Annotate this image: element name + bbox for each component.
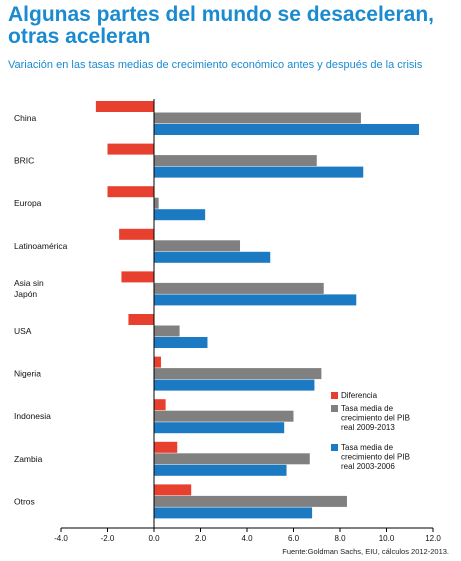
x-tick-label-2-0: -2.0: [101, 534, 115, 543]
bar-otros-tasa-media-de-crecimiento-del-pib-real-2: [154, 495, 347, 507]
bar-asia-sin-japon-diferencia: [121, 271, 154, 283]
category-label-europa: Europa: [14, 198, 42, 208]
category-label-usa: USA: [14, 326, 32, 336]
source-note: Fuente:Goldman Sachs, EIU, cálculos 2012…: [282, 547, 449, 556]
bar-indonesia-diferencia: [154, 399, 166, 411]
x-tick-label-0-0: 0.0: [148, 534, 160, 543]
legend-label-1: Diferencia: [341, 391, 378, 400]
bar-usa-tasa-media-de-crecimiento-del-pib-real-2: [154, 337, 208, 348]
bar-china-tasa-media-de-crecimiento-del-pib-real-2: [154, 124, 420, 135]
bar-nigeria-tasa-media-de-crecimiento-del-pib-real-2: [154, 379, 315, 391]
legend-swatch-2: [331, 405, 338, 412]
bar-nigeria-tasa-media-de-crecimiento-del-pib-real-2: [154, 368, 322, 380]
bar-europa-tasa-media-de-crecimiento-del-pib-real-2: [154, 197, 159, 209]
bar-bric-tasa-media-de-crecimiento-del-pib-real-2: [154, 166, 364, 178]
bar-china-tasa-media-de-crecimiento-del-pib-real-2: [154, 112, 361, 124]
category-label-bric: BRIC: [14, 156, 34, 166]
category-label-asia-sin-japon: Asia sin Japón: [14, 278, 44, 299]
x-tick-label-10-0: 10.0: [379, 534, 395, 543]
bar-europa-tasa-media-de-crecimiento-del-pib-real-2: [154, 209, 206, 221]
x-tick-label-4-0: -4.0: [54, 534, 68, 543]
chart-title: Algunas partes del mundo se desaceleran,…: [8, 3, 434, 48]
legend-label-2: Tasa media de crecimiento del PIB real 200…: [341, 404, 410, 432]
bar-asia-sin-japon-tasa-media-de-crecimiento-del-pib-real-2: [154, 282, 324, 294]
x-tick-label-12-0: 12.0: [425, 534, 441, 543]
bar-latinoamerica-tasa-media-de-crecimiento-del-pib-real-2: [154, 240, 241, 252]
category-label-china: China: [14, 113, 36, 123]
chart-subtitle: Variación en las tasas medias de crecimi…: [8, 59, 423, 71]
x-tick-label-6-0: 6.0: [288, 534, 300, 543]
category-label-otros: Otros: [14, 496, 35, 506]
bar-zambia-tasa-media-de-crecimiento-del-pib-real-2: [154, 453, 310, 465]
category-label-zambia: Zambia: [14, 454, 43, 464]
x-tick-label-2-0: 2.0: [195, 534, 207, 543]
x-tick-label-8-0: 8.0: [334, 534, 346, 543]
bar-usa-diferencia: [128, 314, 154, 325]
bar-zambia-diferencia: [154, 441, 178, 453]
bar-europa-diferencia: [107, 186, 154, 198]
bar-china-diferencia: [95, 101, 154, 112]
bar-otros-diferencia: [154, 484, 192, 496]
x-tick-label-4-0: 4.0: [241, 534, 253, 543]
legend-swatch-1: [331, 392, 338, 399]
legend-swatch-3: [331, 444, 338, 451]
bar-latinoamerica-tasa-media-de-crecimiento-del-pib-real-2: [154, 251, 271, 263]
bar-bric-diferencia: [107, 143, 154, 155]
category-label-latinoamerica: Latinoamérica: [14, 241, 68, 251]
bar-asia-sin-japon-tasa-media-de-crecimiento-del-pib-real-2: [154, 294, 357, 306]
category-label-nigeria: Nigeria: [14, 369, 41, 379]
bar-latinoamerica-diferencia: [119, 228, 154, 240]
bar-nigeria-diferencia: [154, 356, 161, 368]
bar-otros-tasa-media-de-crecimiento-del-pib-real-2: [154, 507, 313, 519]
bar-indonesia-tasa-media-de-crecimiento-del-pib-real-2: [154, 410, 294, 422]
bar-bric-tasa-media-de-crecimiento-del-pib-real-2: [154, 155, 317, 167]
bar-zambia-tasa-media-de-crecimiento-del-pib-real-2: [154, 464, 287, 476]
legend-label-3: Tasa media de crecimiento del PIB real 200…: [341, 443, 410, 471]
bar-usa-tasa-media-de-crecimiento-del-pib-real-2: [154, 325, 180, 337]
category-label-indonesia: Indonesia: [14, 411, 51, 421]
bar-indonesia-tasa-media-de-crecimiento-del-pib-real-2: [154, 422, 285, 434]
